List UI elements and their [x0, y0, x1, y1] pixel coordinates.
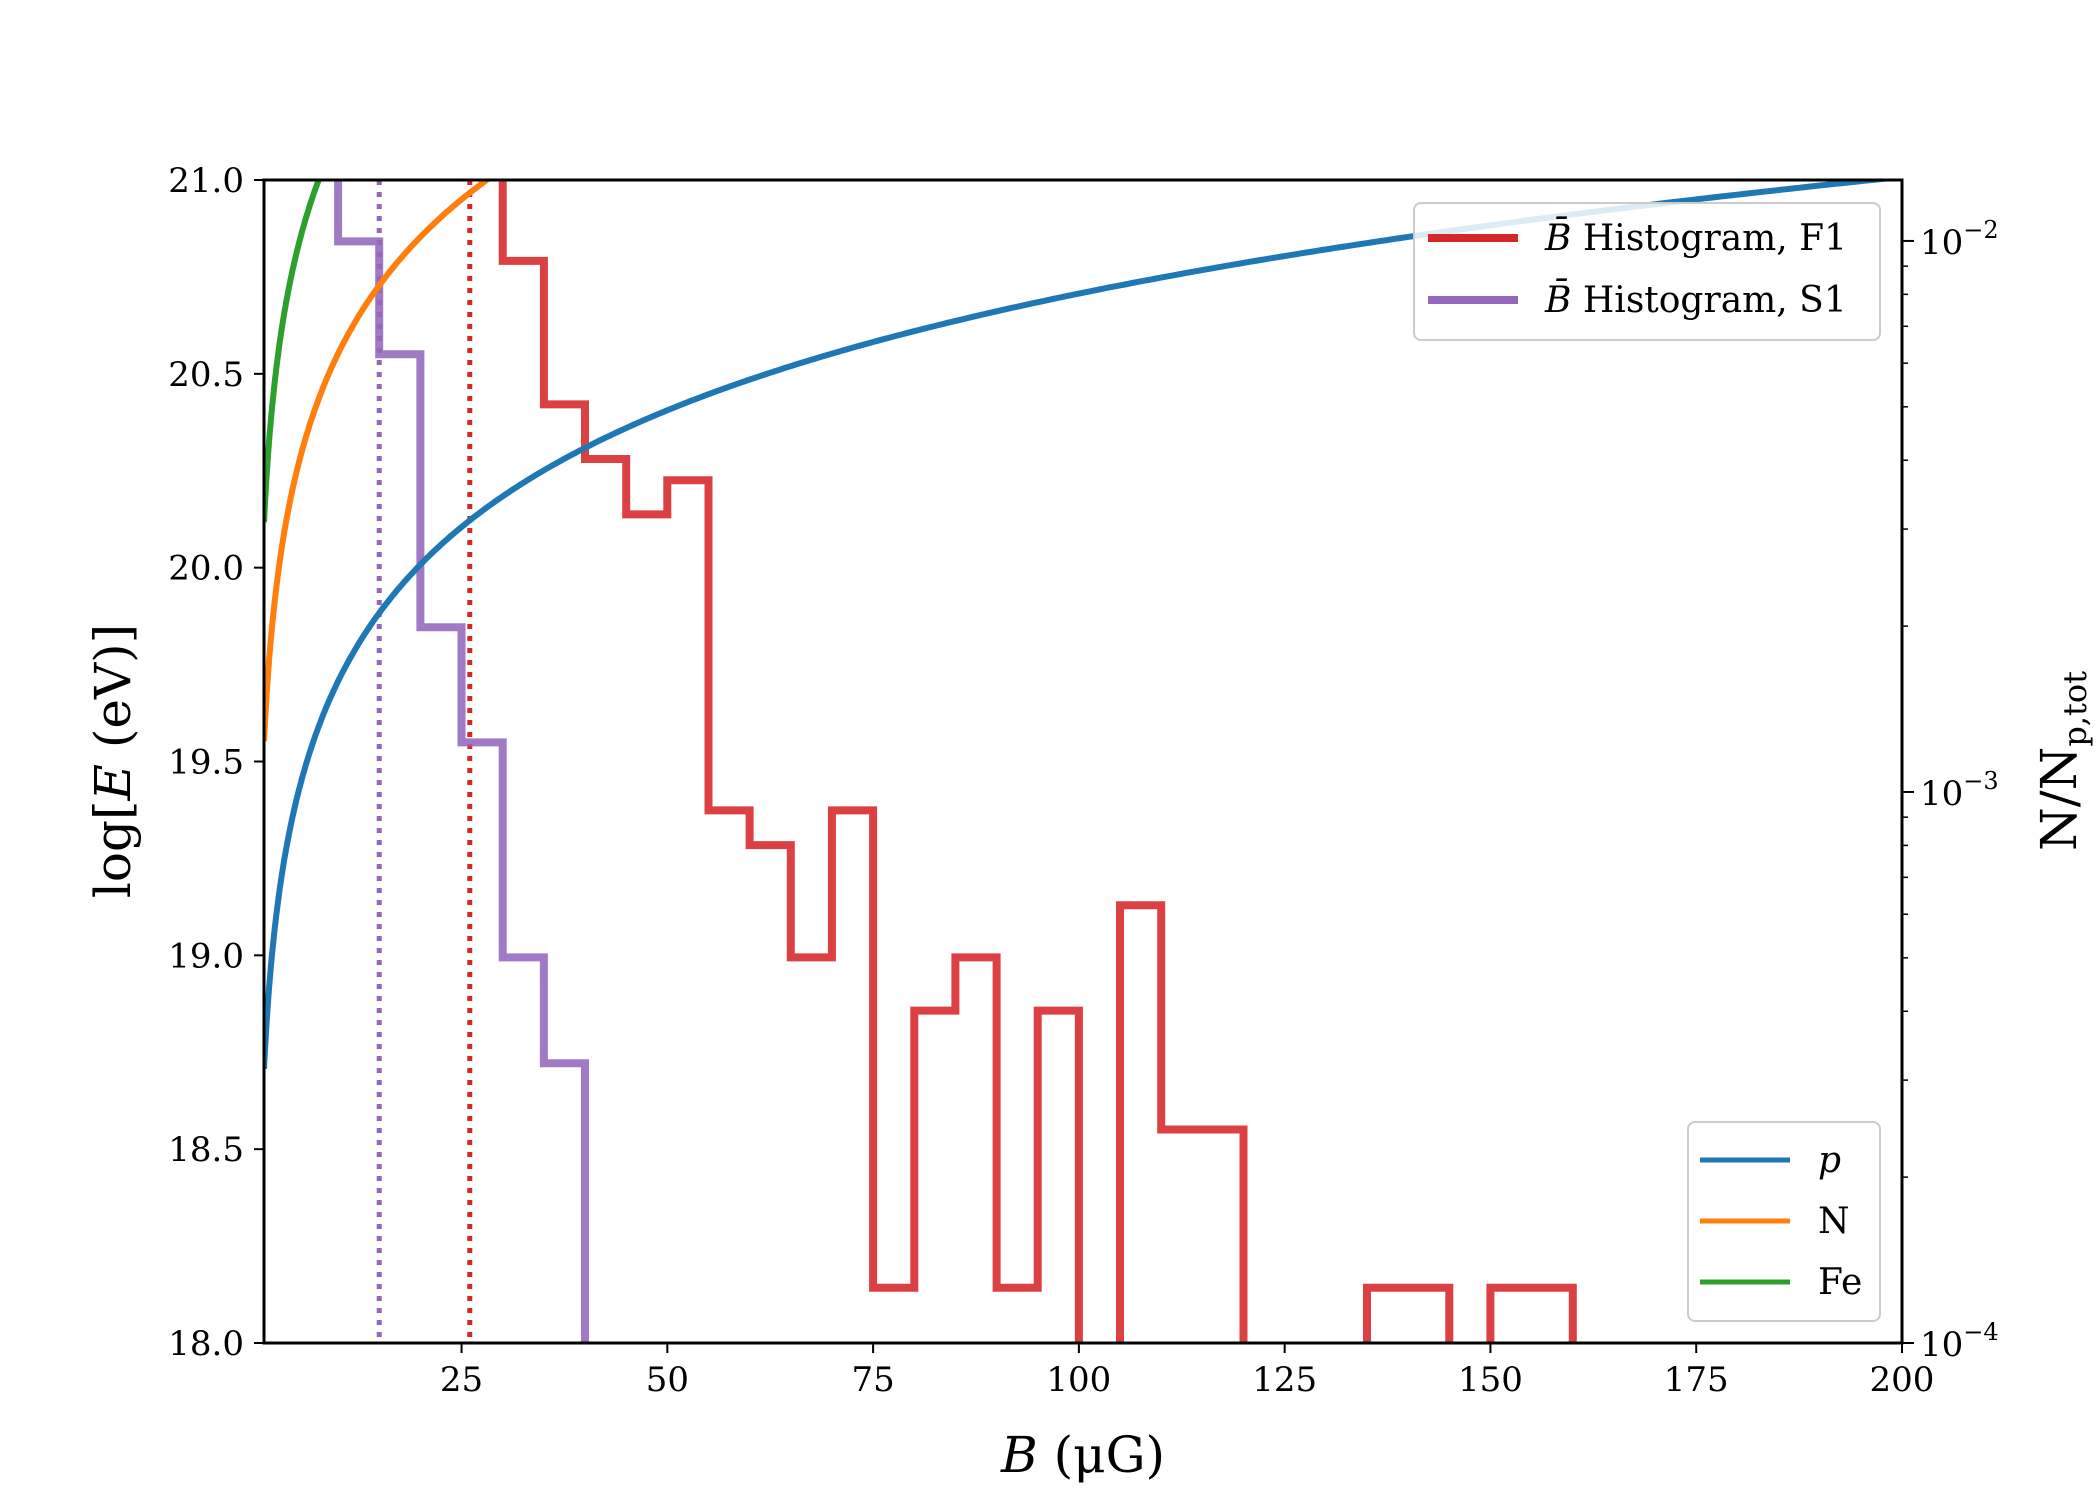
x-tick-label: 175	[1664, 1360, 1729, 1400]
y-tick-label: 19.0	[168, 936, 244, 976]
y-tick-label: 21.0	[168, 161, 244, 201]
y-tick-label: 20.0	[168, 549, 244, 589]
legend-label-f1: B̄ Histogram, F1	[1544, 216, 1847, 259]
y2-tick-label: 10−2	[1920, 216, 1999, 263]
y-axis-label: log[E (eV)]	[84, 624, 142, 898]
x-tick-label: 100	[1046, 1360, 1111, 1400]
x-tick-label: 125	[1252, 1360, 1317, 1400]
y2-axis-label: N/Np,tot	[2030, 671, 2094, 851]
y-tick-label: 18.0	[168, 1324, 244, 1364]
x-tick-label: 50	[646, 1360, 689, 1400]
x-tick-label: 150	[1458, 1360, 1523, 1400]
x-tick-label: 200	[1870, 1360, 1935, 1400]
y-tick-label: 20.5	[168, 355, 244, 395]
x-tick-label: 75	[851, 1360, 894, 1400]
legend-label-n: N	[1818, 1201, 1850, 1242]
x-axis-label: B (μG)	[1000, 1426, 1165, 1484]
histogram-s1	[334, 180, 589, 1343]
legend-label-p: p	[1818, 1140, 1841, 1181]
legend-label-s1: B̄ Histogram, S1	[1544, 278, 1847, 321]
y-tick-label: 18.5	[168, 1130, 244, 1170]
y2-tick-label: 10−3	[1920, 767, 1999, 814]
y2-tick-label: 10−4	[1920, 1318, 1999, 1365]
curve-fe	[264, 180, 322, 523]
x-tick-label: 25	[440, 1360, 483, 1400]
legend-histograms: B̄ Histogram, F1 B̄ Histogram, S1	[1413, 202, 1881, 341]
histogram-f1	[498, 180, 1577, 1343]
y-tick-label: 19.5	[168, 743, 244, 783]
curve-p	[264, 180, 1902, 1069]
legend-curves: p N Fe	[1687, 1121, 1881, 1322]
legend-label-fe: Fe	[1818, 1262, 1862, 1303]
curve-n	[264, 180, 492, 742]
